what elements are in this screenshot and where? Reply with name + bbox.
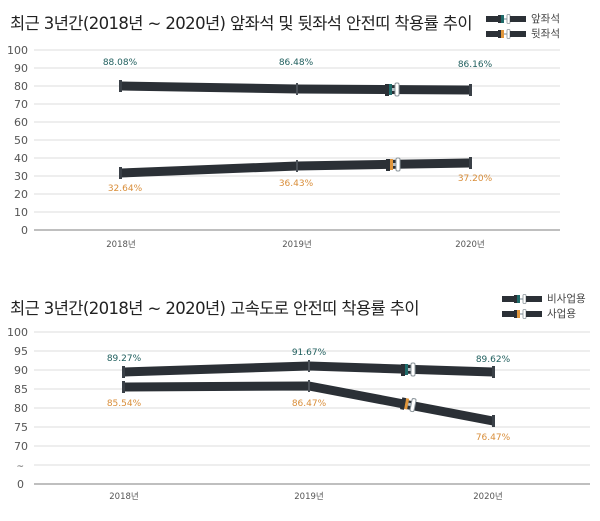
x-tick: 2019년 — [294, 491, 323, 502]
data-label: 76.47% — [476, 433, 511, 443]
seatbelt-orange-icon — [486, 28, 526, 39]
data-label: 86.16% — [458, 60, 493, 70]
x-axis-ticks: 2018년 2019년 2020년 — [109, 491, 502, 502]
legend-item-commercial: 사업용 — [502, 306, 586, 321]
series-commercial — [122, 380, 495, 427]
y-tick: 80 — [14, 80, 28, 93]
y-tick: 30 — [14, 170, 28, 183]
seatbelt-teal-icon — [502, 293, 542, 304]
y-tick: 0 — [21, 224, 28, 237]
data-labels-front-seat: 88.08% 86.48% 86.16% — [103, 58, 493, 70]
data-labels-noncommercial: 89.27% 91.67% 89.62% — [107, 348, 511, 365]
data-label: 37.20% — [458, 174, 493, 184]
chart-title: 최근 3년간(2018년 ~ 2020년) 앞좌석 및 뒷좌석 안전띠 착용률 … — [10, 14, 473, 33]
data-labels-commercial: 85.54% 86.47% 76.47% — [107, 399, 511, 443]
x-tick: 2018년 — [109, 491, 138, 502]
legend-label: 뒷좌석 — [531, 28, 560, 40]
y-tick: 70 — [14, 440, 28, 453]
y-tick: 40 — [14, 152, 28, 165]
buckle-teal-icon — [401, 362, 416, 377]
y-tick: 80 — [14, 402, 28, 415]
legend-item-rear-seat: 뒷좌석 — [486, 26, 560, 41]
y-tick: 85 — [14, 383, 28, 396]
data-label: 32.64% — [108, 184, 143, 194]
x-tick: 2019년 — [282, 239, 311, 250]
y-tick: 20 — [14, 188, 28, 201]
y-tick: 100 — [7, 326, 28, 339]
data-label: 86.47% — [292, 399, 327, 409]
y-tick-break: ~ — [16, 462, 24, 472]
x-axis-ticks: 2018년 2019년 2020년 — [106, 239, 484, 250]
data-label: 85.54% — [107, 399, 142, 409]
seatbelt-teal-icon — [486, 13, 526, 24]
data-label: 86.48% — [279, 58, 314, 68]
legend-label: 비사업용 — [547, 293, 586, 305]
plot-area: 100 90 80 70 60 50 40 30 20 10 0 2018년 2… — [7, 44, 560, 250]
data-label: 89.62% — [476, 355, 511, 365]
y-tick: 0 — [17, 478, 24, 491]
x-tick: 2018년 — [106, 239, 135, 250]
legend: 비사업용 사업용 — [502, 291, 586, 321]
legend: 앞좌석 뒷좌석 — [486, 11, 560, 41]
y-tick: 90 — [14, 364, 28, 377]
series-noncommercial — [122, 360, 495, 378]
chart-highway: 최근 3년간(2018년 ~ 2020년) 고속도로 안전띠 착용률 추이 비사… — [0, 260, 600, 521]
x-tick: 2020년 — [455, 239, 484, 250]
series-front-seat — [119, 80, 472, 97]
y-axis-ticks: 100 90 80 70 60 50 40 30 20 10 0 — [7, 44, 28, 237]
y-tick: 75 — [14, 421, 28, 434]
x-tick: 2020년 — [473, 491, 502, 502]
y-tick: 50 — [14, 134, 28, 147]
y-tick: 95 — [14, 345, 28, 358]
plot-area: 100 95 90 85 80 75 70 ~ 0 2018년 2019년 20… — [7, 326, 590, 502]
data-labels-rear-seat: 32.64% 36.43% 37.20% — [108, 174, 493, 194]
buckle-teal-icon — [385, 82, 400, 97]
y-axis-ticks: 100 95 90 85 80 75 70 ~ 0 — [7, 326, 28, 491]
data-label: 91.67% — [292, 348, 327, 358]
buckle-orange-icon — [400, 397, 417, 413]
legend-label: 앞좌석 — [531, 13, 560, 25]
y-tick: 100 — [7, 44, 28, 57]
series-rear-seat — [119, 157, 472, 179]
y-tick: 10 — [14, 206, 28, 219]
chart-title: 최근 3년간(2018년 ~ 2020년) 고속도로 안전띠 착용률 추이 — [10, 299, 420, 318]
legend-label: 사업용 — [547, 308, 576, 320]
data-label: 88.08% — [103, 58, 138, 68]
seatbelt-orange-icon — [502, 308, 542, 319]
y-tick: 70 — [14, 98, 28, 111]
buckle-orange-icon — [386, 157, 401, 172]
data-label: 89.27% — [107, 354, 142, 364]
legend-item-front-seat: 앞좌석 — [486, 11, 560, 26]
legend-item-noncommercial: 비사업용 — [502, 291, 586, 306]
data-label: 36.43% — [279, 179, 314, 189]
y-tick: 90 — [14, 62, 28, 75]
chart-front-rear-seat: 최근 3년간(2018년 ~ 2020년) 앞좌석 및 뒷좌석 안전띠 착용률 … — [0, 0, 600, 260]
y-tick: 60 — [14, 116, 28, 129]
